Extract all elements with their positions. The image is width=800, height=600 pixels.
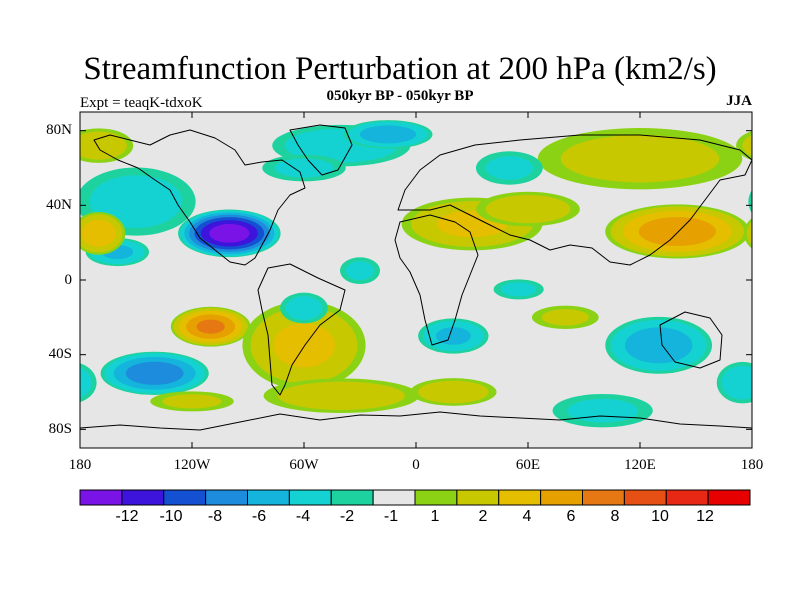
lon-label-120w: 120W bbox=[173, 457, 211, 473]
experiment-label: Expt = teaqK-tdxoK bbox=[80, 95, 203, 111]
negative-anomaly-contour bbox=[80, 367, 92, 398]
colorbar-label: 4 bbox=[522, 508, 532, 525]
season-label: JJA bbox=[726, 93, 752, 109]
positive-anomaly-contour bbox=[162, 394, 222, 409]
colorbar-label: 8 bbox=[610, 508, 620, 525]
coast-europe-asia bbox=[397, 134, 752, 266]
colorbar-label: 10 bbox=[651, 508, 669, 525]
negative-anomaly-contour bbox=[624, 327, 693, 364]
colorbar-swatch bbox=[582, 489, 625, 506]
coast-africa bbox=[394, 214, 479, 346]
colorbar-swatch bbox=[372, 489, 416, 506]
positive-anomaly-contour bbox=[81, 219, 116, 247]
coast-south-america bbox=[257, 263, 346, 396]
lon-label-0: 0 bbox=[412, 457, 420, 473]
positive-anomaly-contour bbox=[273, 323, 335, 368]
lat-label-80s: 80S bbox=[48, 421, 72, 437]
lat-label-eq: 0 bbox=[64, 272, 73, 288]
colorbar-swatch bbox=[540, 489, 583, 506]
colorbar-label: -12 bbox=[115, 508, 139, 525]
lon-label-120e: 120E bbox=[624, 457, 656, 473]
negative-anomaly-contour bbox=[721, 365, 752, 400]
colorbar-label: 12 bbox=[696, 508, 714, 525]
negative-anomaly-contour bbox=[500, 282, 537, 297]
colorbar-label: -6 bbox=[251, 508, 267, 525]
negative-anomaly-contour bbox=[777, 353, 800, 393]
coast-north-america bbox=[93, 129, 306, 266]
lat-label-80n: 80N bbox=[46, 122, 72, 138]
positive-anomaly-contour bbox=[0, 135, 47, 183]
axis-ticks bbox=[79, 112, 753, 448]
colorbar-swatch bbox=[623, 489, 667, 506]
colorbar-swatch bbox=[288, 489, 332, 506]
negative-anomaly-contour bbox=[285, 296, 323, 320]
positive-anomaly-contour bbox=[638, 217, 716, 246]
colorbar-swatch bbox=[498, 489, 542, 506]
positive-anomaly-contour bbox=[742, 135, 752, 157]
coast-antarctica bbox=[80, 411, 752, 431]
coastlines bbox=[80, 124, 752, 431]
positive-anomaly-contour bbox=[196, 319, 225, 334]
negative-anomaly-contour bbox=[125, 361, 184, 385]
colorbar-swatch bbox=[247, 489, 290, 506]
negative-anomaly-contour bbox=[485, 156, 533, 180]
colorbar-swatch bbox=[79, 489, 123, 506]
negative-anomaly-contour bbox=[345, 261, 375, 281]
chart-title: Streamfunction Perturbation at 200 hPa (… bbox=[83, 51, 717, 87]
positive-anomaly-contour bbox=[560, 134, 720, 183]
negative-anomaly-contour bbox=[762, 175, 800, 228]
positive-anomaly-contour bbox=[0, 211, 60, 252]
colorbar-label: -4 bbox=[295, 508, 311, 525]
colorbar-label: 2 bbox=[478, 508, 488, 525]
colorbar-label: -8 bbox=[207, 508, 223, 525]
colorbar-swatch bbox=[414, 489, 458, 506]
colorbar-label: -10 bbox=[159, 508, 183, 525]
negative-anomaly-contour bbox=[773, 245, 800, 259]
chart-subtitle: 050kyr BP - 050kyr BP bbox=[326, 88, 474, 104]
positive-anomaly-contour bbox=[541, 309, 589, 326]
positive-anomaly-contour bbox=[485, 194, 571, 224]
colorbar-label: 1 bbox=[430, 508, 440, 525]
negative-anomaly-contour bbox=[786, 357, 800, 390]
positive-anomaly-contour bbox=[754, 220, 788, 247]
positive-anomaly-contour bbox=[80, 131, 127, 160]
colorbar-swatch bbox=[121, 489, 165, 506]
colorbar-label: -1 bbox=[383, 508, 399, 525]
positive-anomaly-contour bbox=[277, 381, 405, 410]
negative-anomaly-contour bbox=[758, 238, 800, 266]
negative-anomaly-contour bbox=[748, 189, 752, 214]
negative-anomaly-contour bbox=[274, 158, 334, 178]
positive-anomaly-contour bbox=[418, 380, 489, 404]
negative-anomaly-contour bbox=[89, 175, 183, 228]
colorbar-swatch bbox=[456, 489, 500, 506]
negative-anomaly-contour bbox=[435, 327, 471, 345]
colorbar bbox=[79, 489, 751, 506]
streamfunction-field bbox=[0, 112, 800, 448]
negative-anomaly-contour bbox=[359, 125, 417, 144]
colorbar-swatch bbox=[707, 489, 751, 506]
negative-anomaly-contour bbox=[773, 352, 800, 395]
lat-label-40s: 40S bbox=[48, 346, 72, 362]
coast-greenland bbox=[289, 124, 353, 176]
coast-australia bbox=[659, 311, 723, 369]
positive-anomaly-contour bbox=[0, 217, 44, 246]
negative-anomaly-contour bbox=[567, 398, 639, 423]
positive-anomaly-contour bbox=[746, 221, 752, 246]
colorbar-label: 6 bbox=[566, 508, 576, 525]
colorbar-swatch bbox=[205, 489, 248, 506]
colorbar-swatch bbox=[163, 489, 207, 506]
colorbar-swatch bbox=[330, 489, 374, 506]
lon-label-180w: 180 bbox=[68, 457, 92, 473]
negative-anomaly-contour bbox=[209, 223, 250, 243]
lon-label-60w: 60W bbox=[289, 457, 319, 473]
positive-anomaly-contour bbox=[0, 206, 72, 256]
negative-anomaly-contour bbox=[762, 240, 800, 264]
colorbar-swatch bbox=[665, 489, 709, 506]
lat-label-40n: 40N bbox=[46, 197, 72, 213]
colorbar-label: -2 bbox=[339, 508, 355, 525]
lon-label-180e: 180 bbox=[740, 457, 764, 473]
lon-label-60e: 60E bbox=[515, 457, 541, 473]
